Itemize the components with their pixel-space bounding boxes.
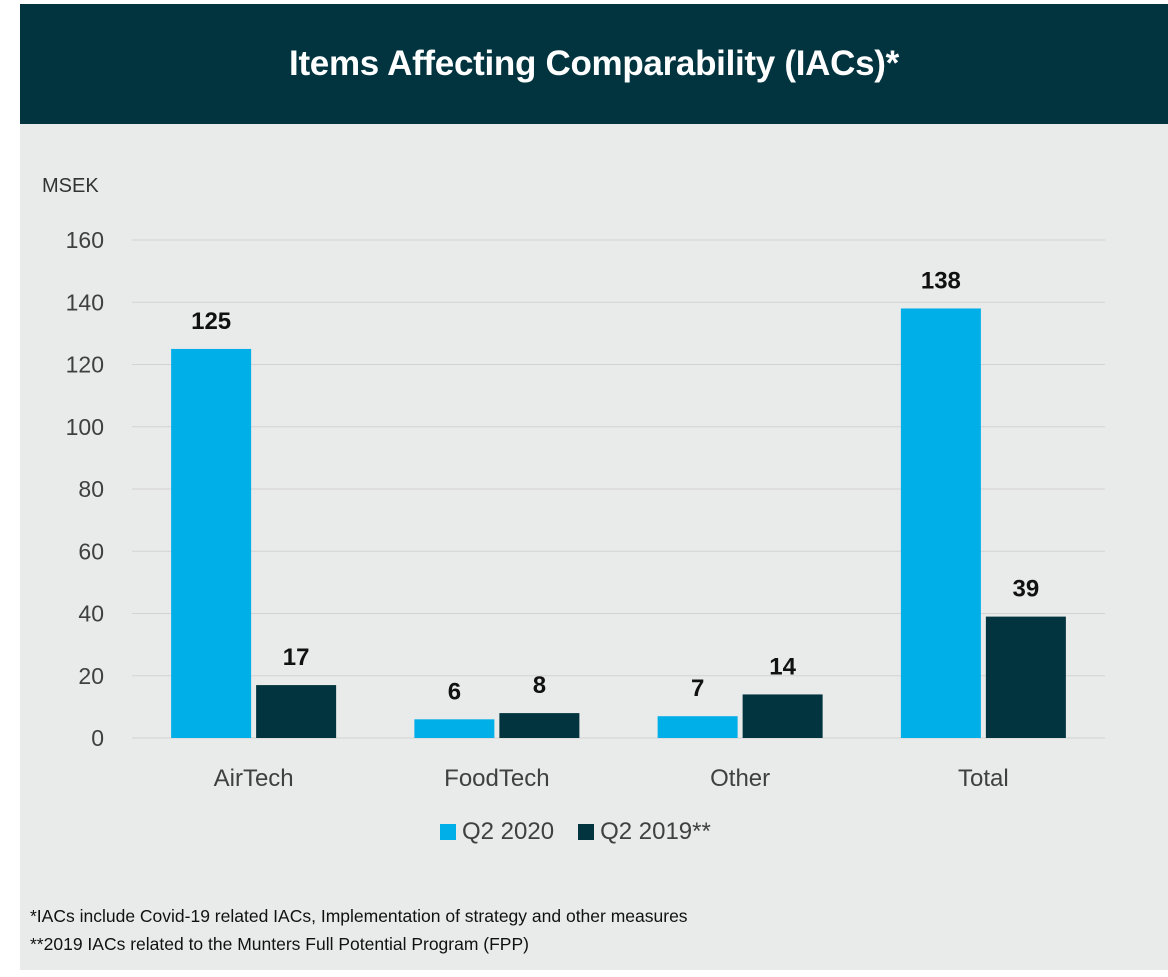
data-label: 6	[448, 678, 461, 705]
y-tick-label: 60	[78, 538, 104, 564]
y-tick-label: 100	[66, 414, 104, 440]
data-label: 39	[1013, 576, 1040, 603]
bar	[985, 616, 1066, 738]
data-label: 8	[533, 672, 546, 699]
footnotes: *IACs include Covid-19 related IACs, Imp…	[30, 902, 688, 958]
bar	[171, 348, 252, 738]
bar	[256, 685, 337, 738]
y-tick-label: 20	[78, 663, 104, 689]
footnote-1: *IACs include Covid-19 related IACs, Imp…	[30, 906, 688, 926]
bar	[414, 719, 495, 738]
legend: Q2 2020 Q2 2019**	[440, 818, 711, 846]
x-tick-label: FoodTech	[444, 765, 549, 792]
footnote-2: **2019 IACs related to the Munters Full …	[30, 934, 529, 954]
x-tick-label: Other	[710, 765, 770, 792]
header-banner: Items Affecting Comparability (IACs)*	[20, 4, 1168, 124]
y-axis-label: MSEK	[42, 175, 99, 197]
y-tick-label: 140	[66, 289, 104, 315]
y-tick-label: 80	[78, 476, 104, 502]
legend-swatch-q2-2019	[578, 824, 595, 840]
y-tick-label: 40	[78, 601, 104, 627]
x-tick-label: AirTech	[214, 765, 294, 792]
y-tick-label: 120	[66, 352, 104, 378]
y-tick-label: 160	[66, 227, 104, 253]
data-label: 7	[691, 675, 704, 702]
chart-title: Items Affecting Comparability (IACs)*	[289, 44, 899, 83]
data-label: 17	[283, 644, 310, 671]
data-label: 14	[769, 653, 796, 680]
data-label: 125	[191, 308, 231, 335]
x-tick-label: Total	[958, 765, 1009, 792]
legend-item-q2-2020: Q2 2020	[440, 818, 554, 846]
legend-swatch-q2-2020	[440, 824, 456, 840]
bar	[657, 716, 738, 738]
bar	[900, 308, 981, 738]
bar	[742, 694, 823, 738]
legend-item-q2-2019: Q2 2019**	[578, 818, 711, 846]
bar-chart: MSEK 0 20 40 60 80 100 120 140 160 125 17 AirTech 6 8 F…	[42, 175, 1105, 792]
legend-label-q2-2020: Q2 2020	[462, 818, 555, 845]
data-label: 138	[921, 267, 961, 294]
y-tick-label: 0	[91, 725, 104, 751]
bar	[499, 713, 580, 738]
legend-label-q2-2019: Q2 2019**	[600, 818, 711, 845]
chart-panel: Items Affecting Comparability (IACs)* MS…	[20, 4, 1168, 970]
